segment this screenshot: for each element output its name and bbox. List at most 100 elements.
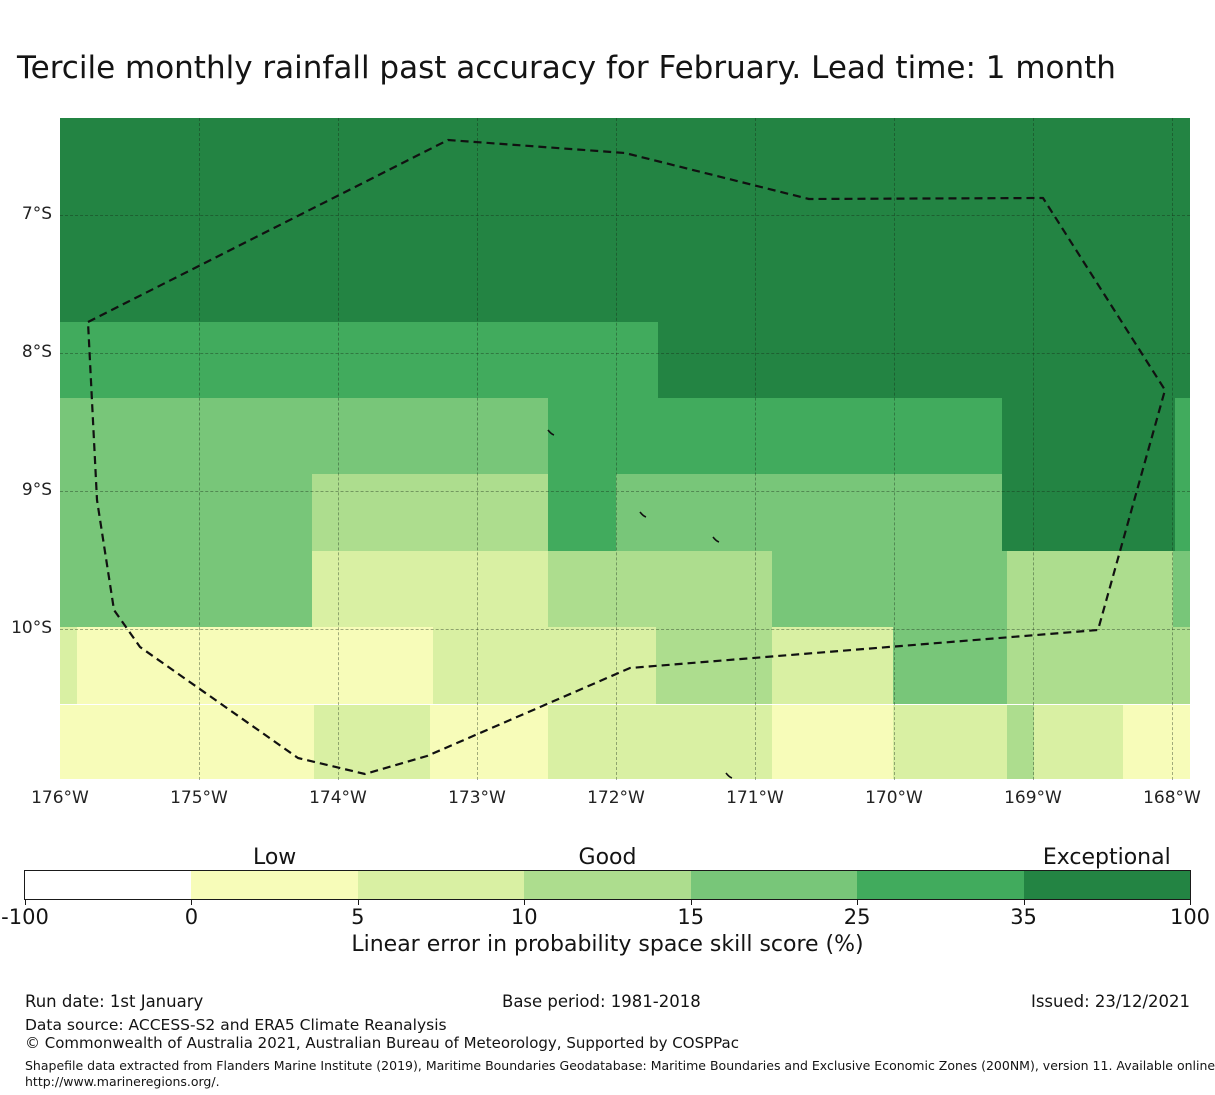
colorbar-tick [1190,899,1191,905]
data-source-text: Data source: ACCESS-S2 and ERA5 Climate … [25,1016,447,1034]
base-period-text: Base period: 1981-2018 [502,992,701,1011]
horizontal-gridline [60,214,1190,216]
colorbar-segment [357,871,525,899]
heatmap-cell [311,474,548,552]
colorbar-tick [357,899,359,905]
colorbar-axis-label: Linear error in probability space skill … [351,932,864,957]
island-mark [712,536,720,543]
vertical-gridline [338,118,339,780]
colorbar-tick [857,899,859,905]
heatmap-cell [1174,474,1190,552]
x-tick-label: 168°W [1143,788,1201,808]
x-tick-label: 175°W [170,788,228,808]
heatmap-cell [1173,551,1190,628]
colorbar-tick [25,899,26,905]
eez-boundary-overlay [86,138,1167,779]
horizontal-gridline [60,490,1190,492]
heatmap-cell [657,322,1190,399]
colorbar-tick-label: 5 [351,905,365,929]
colorbar-segment [25,871,192,899]
y-tick-label: 8°S [21,341,52,362]
heatmap-cell [1002,474,1175,552]
island-mark [547,429,555,436]
heatmap-cell [60,118,1190,323]
eez-dashed-boundary [86,138,1167,776]
heatmap-cell [1034,704,1124,780]
heatmap-cell [616,474,1003,552]
heatmap-cell [311,551,548,628]
island-mark [725,772,733,779]
heatmap-cell [547,398,1003,475]
colorbar-segment [857,871,1024,899]
shapefile-note-line1: Shapefile data extracted from Flanders M… [25,1058,1215,1073]
heatmap-cell [60,551,312,628]
x-tick-label: 172°W [587,788,645,808]
heatmap-cell [547,551,772,628]
y-tick-label: 10°S [11,617,52,638]
vertical-gridline [477,118,478,780]
horizontal-gridline [60,352,1190,354]
heatmap-cell [60,704,315,780]
island-mark [639,511,647,518]
colorbar-segment [690,871,858,899]
copyright-text: © Commonwealth of Australia 2021, Austra… [25,1034,739,1052]
y-tick-label: 7°S [21,203,52,224]
vertical-gridline [616,118,617,780]
colorbar-segment [191,871,358,899]
y-tick-label: 9°S [21,479,52,500]
x-tick-label: 173°W [448,788,506,808]
colorbar-tick-label: 15 [677,905,705,929]
colorbar-tick-label: 35 [1010,905,1037,929]
vertical-gridline [1172,118,1173,780]
vertical-gridline [894,118,895,780]
heatmap-cell [76,627,433,705]
heatmap-cell [60,322,658,399]
shapefile-note-line2: http://www.marineregions.org/. [25,1074,220,1089]
colorbar [24,870,1191,900]
colorbar-category-label-good: Good [578,845,637,870]
heatmap-cell [60,627,77,705]
x-tick-label: 171°W [726,788,784,808]
colorbar-segment [1023,871,1190,899]
x-tick-label: 174°W [309,788,367,808]
heatmap-cell [1174,398,1190,475]
colorbar-category-label-exceptional: Exceptional [1042,845,1171,870]
colorbar-category-label-low: Low [252,845,297,870]
x-tick-label: 176°W [31,788,89,808]
heatmap-cell [1006,627,1190,705]
heatmap-cell [892,627,1007,705]
colorbar-tick-label: -100 [1,905,49,929]
heatmap-cell [771,704,893,780]
issued-date-text: Issued: 23/12/2021 [1030,992,1190,1011]
colorbar-tick-label: 10 [510,905,538,929]
heatmap-cell [1006,551,1174,628]
heatmap-cell [547,704,772,780]
colorbar-tick-label: 100 [1169,905,1211,929]
colorbar-segment [524,871,691,899]
heatmap-cell [656,627,772,705]
rainfall-accuracy-map [60,118,1190,780]
heatmap-cell [1006,704,1035,780]
heatmap-cell [771,551,1007,628]
x-tick-label: 169°W [1004,788,1062,808]
run-date-text: Run date: 1st January [25,992,204,1011]
colorbar-tick-label: 0 [184,905,199,929]
x-tick-label: 170°W [865,788,923,808]
heatmap-cell [771,627,893,705]
horizontal-gridline [60,628,1190,630]
heatmap-cell [429,704,548,780]
island-marks [547,429,733,779]
colorbar-tick-label: 25 [843,905,871,929]
heatmap-cell [1123,704,1190,780]
heatmap-cell [60,398,548,475]
colorbar-tick [690,899,692,905]
colorbar-tick [191,899,193,905]
colorbar-tick [524,899,526,905]
page-title: Tercile monthly rainfall past accuracy f… [17,50,1116,86]
vertical-gridline [755,118,756,780]
vertical-gridline [1033,118,1034,780]
colorbar-tick [1023,899,1025,905]
heatmap-cell [547,474,616,552]
vertical-gridline [199,118,200,780]
